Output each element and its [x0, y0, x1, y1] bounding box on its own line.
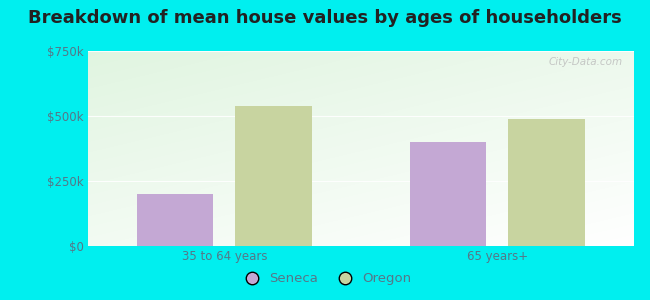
Text: City-Data.com: City-Data.com [549, 57, 623, 67]
Text: Breakdown of mean house values by ages of householders: Breakdown of mean house values by ages o… [28, 9, 622, 27]
Bar [508, 118, 584, 246]
Bar [410, 142, 486, 246]
Legend: Seneca, Oregon: Seneca, Oregon [234, 267, 416, 290]
Bar [235, 106, 311, 246]
Bar [137, 194, 213, 246]
